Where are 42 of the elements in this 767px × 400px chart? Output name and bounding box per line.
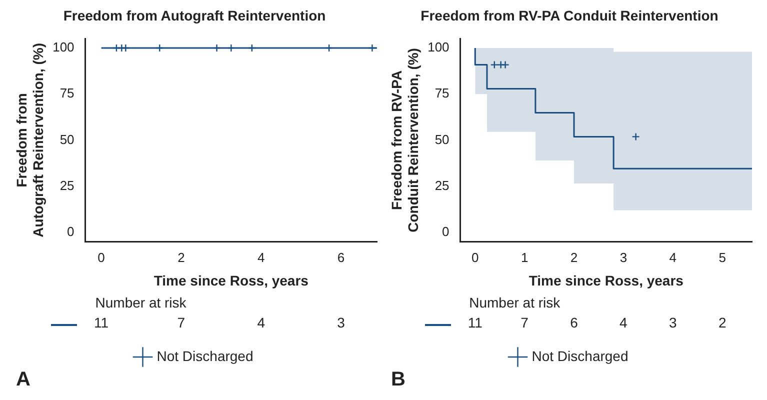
y-tick-label: 75 — [434, 86, 450, 101]
x-axis-title: Time since Ross, years — [154, 272, 309, 288]
chart-title: Freedom from RV-PA Conduit Reintervention — [420, 7, 718, 24]
y-tick-label: 25 — [434, 178, 450, 193]
text: 2 — [718, 314, 726, 330]
text: 3 — [668, 314, 677, 330]
chart-title: Freedom from Autograft Reintervention — [63, 7, 326, 24]
x-tick-label: 3 — [620, 250, 628, 265]
text: A — [16, 368, 30, 391]
text: 3 — [337, 314, 346, 330]
y-tick-label: 75 — [60, 86, 74, 101]
x-tick-label: 6 — [337, 250, 345, 265]
y-tick-label: 0 — [442, 224, 450, 239]
text: 4 — [257, 314, 266, 330]
text: 11 — [468, 314, 483, 330]
x-tick-label: 0 — [98, 250, 105, 265]
y-tick-label: 50 — [60, 132, 74, 147]
x-tick-label: 5 — [718, 250, 726, 265]
y-tick-label: 0 — [67, 224, 74, 239]
x-axis-title: Time since Ross, years — [528, 272, 684, 288]
text: 6 — [570, 314, 578, 330]
text: 11 — [94, 314, 109, 330]
text: 4 — [620, 314, 628, 330]
y-axis-title: Freedom from RV-PA Conduit Reintervention, (%) — [388, 48, 422, 232]
x-tick-label: 4 — [669, 250, 677, 265]
legend-label: Not Discharged — [532, 348, 628, 364]
text: Number at risk — [95, 294, 188, 310]
x-tick-label: 4 — [258, 250, 265, 265]
y-tick-label: 50 — [434, 132, 450, 147]
text: 7 — [520, 314, 529, 330]
x-tick-label: 2 — [570, 250, 578, 265]
y-tick-label: 100 — [52, 40, 74, 55]
text: B — [391, 368, 406, 391]
text: 7 — [177, 314, 186, 330]
y-tick-label: 25 — [60, 178, 74, 193]
legend-label: Not Discharged — [156, 348, 254, 364]
x-tick-label: 2 — [178, 250, 185, 265]
text: Number at risk — [469, 294, 562, 310]
x-tick-label: 1 — [520, 250, 528, 265]
x-tick-label: 0 — [472, 250, 479, 265]
y-axis-title: Freedom from Autograft Reintervention, (%) — [13, 42, 46, 238]
y-tick-label: 100 — [428, 40, 450, 55]
